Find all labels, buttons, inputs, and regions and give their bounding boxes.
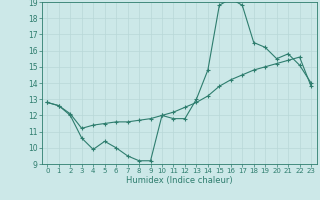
X-axis label: Humidex (Indice chaleur): Humidex (Indice chaleur) [126, 176, 233, 185]
